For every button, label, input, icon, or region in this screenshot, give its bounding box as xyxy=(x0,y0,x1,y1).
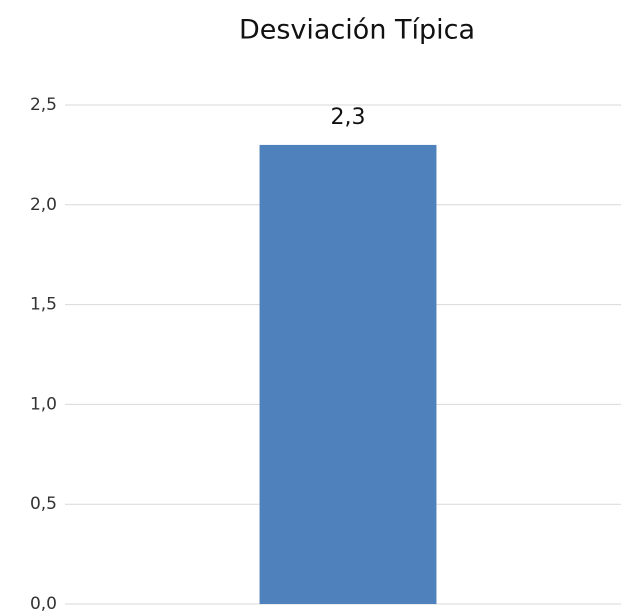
y-tick-label: 0,5 xyxy=(30,494,57,514)
data-label: 2,3 xyxy=(331,105,366,130)
y-tick-label: 2,0 xyxy=(30,195,57,215)
y-tick-label: 1,5 xyxy=(30,295,57,315)
y-tick-label: 2,5 xyxy=(30,95,57,115)
chart-title: Desviación Típica xyxy=(239,15,475,46)
y-tick-label: 0,0 xyxy=(30,594,57,612)
bar xyxy=(259,144,437,605)
y-tick-label: 1,0 xyxy=(30,394,57,414)
